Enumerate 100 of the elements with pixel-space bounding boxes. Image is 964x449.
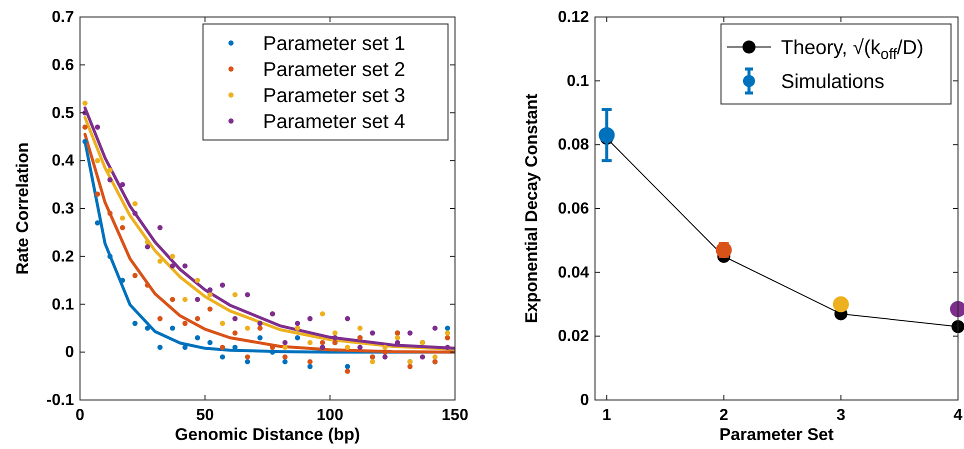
point	[394, 335, 400, 340]
point	[144, 282, 150, 288]
legend-label: Parameter set 1	[263, 33, 406, 55]
point	[182, 320, 188, 326]
point	[120, 215, 126, 221]
x-axis-title: Parameter Set	[719, 425, 834, 444]
point	[157, 258, 163, 264]
y-tick-label: 0.2	[52, 248, 74, 266]
point	[170, 326, 176, 331]
point	[332, 330, 338, 336]
point	[444, 335, 450, 340]
point	[382, 344, 388, 350]
point	[294, 320, 300, 326]
x-tick-label: 3	[836, 407, 846, 424]
point	[307, 340, 313, 346]
point	[420, 354, 426, 360]
point	[232, 292, 238, 298]
point	[244, 292, 250, 298]
point	[182, 263, 188, 269]
y-tick-label: 0.12	[558, 9, 590, 26]
point	[282, 359, 288, 364]
y-tick-label: 0.1	[52, 296, 74, 314]
point	[82, 138, 88, 144]
point	[307, 316, 313, 322]
point	[832, 296, 849, 312]
y-tick-label: 0.5	[52, 104, 74, 122]
y-axis-title: Rate Correlation	[13, 142, 32, 275]
point	[344, 344, 350, 350]
point	[132, 272, 138, 278]
point	[307, 359, 313, 364]
point	[220, 344, 226, 350]
point	[194, 316, 200, 322]
y-tick-label: 0.04	[558, 264, 590, 282]
legend-label: Parameter set 2	[263, 59, 406, 81]
point	[157, 225, 163, 230]
point	[94, 192, 100, 197]
point	[120, 225, 126, 230]
point	[194, 278, 200, 283]
point	[282, 340, 288, 346]
legend-label: Parameter set 4	[263, 111, 406, 133]
point	[444, 326, 450, 331]
point	[107, 210, 113, 216]
point	[107, 254, 113, 259]
y-tick-label: 0.3	[52, 200, 74, 218]
point	[157, 316, 163, 322]
legend-label: Parameter set 3	[263, 85, 406, 107]
y-tick-label: 0.6	[52, 56, 74, 74]
point	[257, 335, 263, 340]
point	[244, 359, 250, 364]
point	[344, 368, 350, 374]
point	[407, 364, 413, 370]
y-tick-label: -0.1	[46, 392, 74, 409]
point	[82, 100, 88, 106]
point	[307, 364, 313, 370]
point	[444, 330, 450, 336]
point	[232, 330, 238, 336]
point	[170, 296, 176, 302]
x-tick-label: 1	[602, 407, 612, 424]
point	[270, 350, 276, 355]
point	[432, 354, 438, 360]
point	[170, 254, 176, 259]
point	[244, 326, 250, 331]
point	[170, 263, 176, 269]
point	[320, 311, 326, 316]
point	[257, 326, 263, 331]
x-axis-title: Genomic Distance (bp)	[174, 425, 360, 444]
y-axis-title: Exponential Decay Constant	[522, 93, 541, 324]
point	[182, 344, 188, 350]
y-tick-label: 0	[580, 392, 590, 409]
point	[952, 320, 964, 334]
y-tick-label: 0	[65, 344, 74, 362]
point	[207, 287, 213, 292]
point	[244, 354, 250, 360]
point	[344, 316, 350, 322]
point	[407, 330, 413, 336]
point	[94, 220, 100, 226]
legend-label: Simulations	[781, 71, 884, 93]
point	[294, 335, 300, 340]
point	[144, 326, 150, 331]
point	[207, 306, 213, 312]
point	[344, 364, 350, 370]
point	[107, 168, 113, 173]
x-tick-label: 2	[719, 407, 728, 424]
point	[232, 316, 238, 322]
x-tick-label: 4	[954, 407, 963, 424]
point	[282, 344, 288, 350]
point	[220, 320, 226, 326]
y-tick-label: 0.02	[558, 328, 590, 346]
point	[282, 354, 288, 360]
point	[370, 330, 376, 336]
point	[182, 296, 188, 302]
y-tick-label: 0.06	[558, 200, 590, 218]
point	[444, 344, 450, 350]
point	[716, 242, 732, 258]
x-tick-label: 100	[316, 407, 344, 424]
point	[220, 354, 226, 360]
point	[332, 335, 338, 340]
legend-label: Theory, √(k$_{off}$/D)	[781, 37, 924, 62]
point	[357, 344, 363, 350]
point	[207, 292, 213, 298]
